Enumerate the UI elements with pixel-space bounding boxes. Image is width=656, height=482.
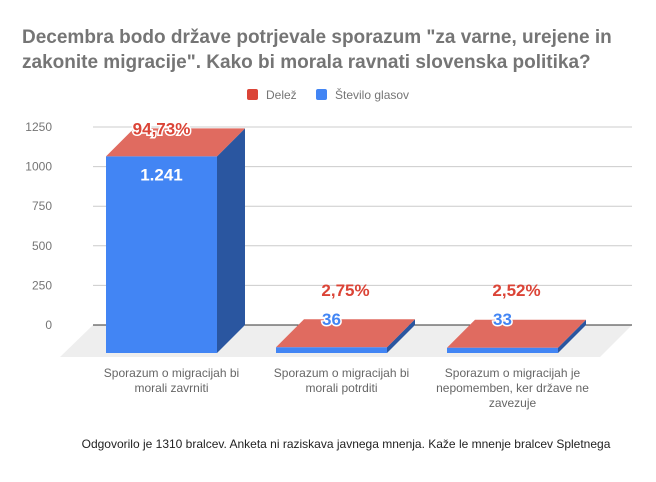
y-tick-label: 250 xyxy=(32,278,52,292)
bar-group: 94,73% 1.241 xyxy=(106,118,245,353)
count-label: 36 xyxy=(322,310,341,329)
count-label: 1.241 xyxy=(140,165,183,184)
bar-side xyxy=(387,319,415,353)
bar-group: 2,52% 33 xyxy=(447,281,586,353)
bar xyxy=(276,347,387,353)
legend: Delež Število glasov xyxy=(247,87,409,102)
legend-swatch-delez xyxy=(247,89,258,100)
legend-swatch-stevilo xyxy=(316,89,327,100)
y-tick-label: 1250 xyxy=(25,120,52,134)
bar-side xyxy=(558,319,586,353)
footer-note: Odgovorilo je 1310 bralcev. Anketa ni ra… xyxy=(82,437,611,451)
category-label: morali zavrniti xyxy=(134,381,208,395)
chart-title-line-2: zakonite migracije". Kako bi morala ravn… xyxy=(22,52,591,73)
bar-top xyxy=(276,319,415,348)
y-tick-label: 500 xyxy=(32,239,52,253)
category-label: Sporazum o migracijah bi xyxy=(104,366,239,380)
bar xyxy=(106,156,217,353)
category-label: Sporazum o migracijah je xyxy=(445,366,581,380)
category-label: Sporazum o migracijah bi xyxy=(274,366,409,380)
category-label: nepomemben, ker države ne xyxy=(436,381,589,395)
legend-label-stevilo: Število glasov xyxy=(335,87,409,102)
percent-label: 94,73% xyxy=(133,119,191,138)
y-tick-label: 0 xyxy=(45,318,52,332)
chart-title-line-1: Decembra bodo države potrjevale sporazum… xyxy=(22,27,612,48)
y-tick-label: 1000 xyxy=(25,160,52,174)
category-label: morali potrditi xyxy=(305,381,377,395)
y-tick-label: 750 xyxy=(32,199,52,213)
bar-top xyxy=(106,128,245,157)
percent-label: 2,52% xyxy=(492,281,540,300)
count-label: 33 xyxy=(493,310,512,329)
bar-group: 2,75% 36 xyxy=(276,281,415,353)
legend-label-delez: Delež xyxy=(266,88,297,102)
bar xyxy=(447,347,558,353)
bar-side xyxy=(217,128,245,353)
bar-top xyxy=(447,319,586,348)
category-label: zavezuje xyxy=(489,396,537,410)
percent-label: 2,75% xyxy=(321,281,369,300)
